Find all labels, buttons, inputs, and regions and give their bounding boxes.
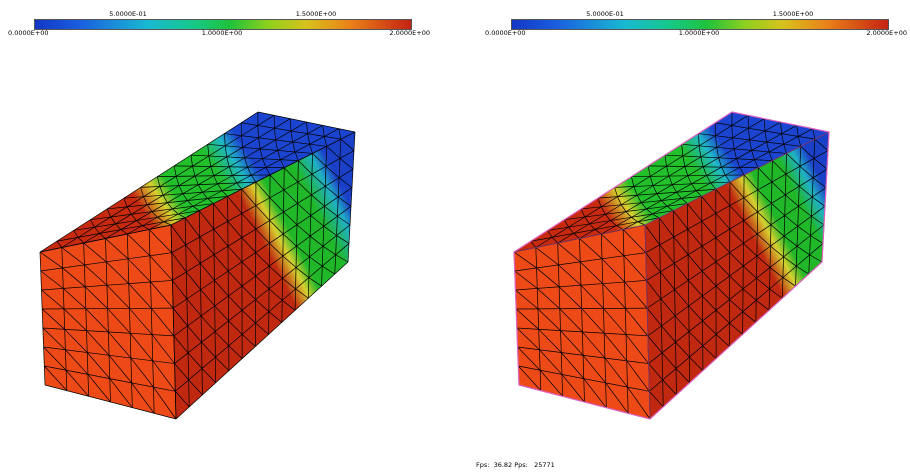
mesh-render-left[interactable] — [0, 0, 455, 473]
legend-tick-label: 2.0000E+00 — [866, 29, 907, 37]
mesh-render-right[interactable] — [455, 0, 910, 473]
legend-tick-label: 0.0000E+00 — [485, 29, 526, 37]
legend-tick-label: 5.0000E-01 — [109, 10, 147, 18]
legend-tick-label: 0.0000E+00 — [8, 29, 49, 37]
legend-tick-label: 1.5000E+00 — [772, 10, 814, 18]
viewport-right[interactable]: 5.0000E-01 1.5000E+00 0.0000E+00 1.0000E… — [455, 0, 910, 473]
legend-tick-label: 1.0000E+00 — [678, 29, 720, 37]
color-legend-bar — [511, 19, 889, 30]
viewport-left[interactable]: 5.0000E-01 1.5000E+00 0.0000E+00 1.0000E… — [0, 0, 455, 473]
legend-tick-label: 1.5000E+00 — [295, 10, 337, 18]
fps-status: Fps: 36.82 Pps: 25771 — [476, 461, 555, 469]
legend-tick-label: 5.0000E-01 — [586, 10, 624, 18]
legend-tick-label: 2.0000E+00 — [389, 29, 430, 37]
color-legend-bar — [34, 19, 412, 30]
legend-tick-label: 1.0000E+00 — [201, 29, 243, 37]
